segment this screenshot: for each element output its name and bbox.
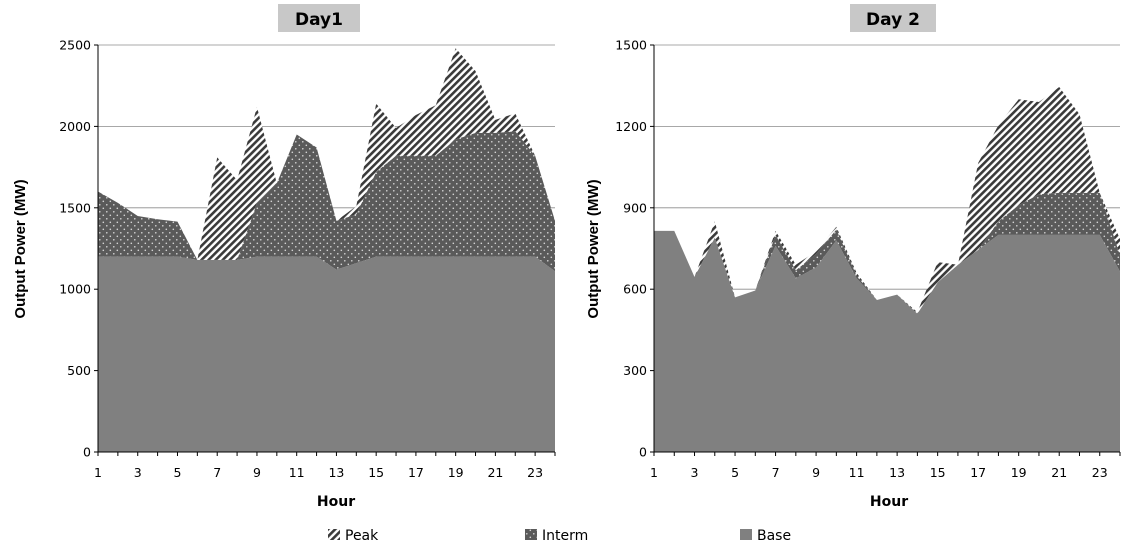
day2-x-tick-label: 9: [812, 465, 820, 480]
day1-x-tick-label: 11: [289, 465, 305, 480]
day1-area-peak: [98, 48, 555, 260]
day2-x-tick-label: 15: [930, 465, 946, 480]
day2-y-tick-label: 1500: [615, 38, 647, 53]
legend-label-base: Base: [757, 528, 791, 544]
day1-x-tick-label: 21: [487, 465, 503, 480]
day2-x-tick-label: 19: [1011, 465, 1027, 480]
day1-x-tick-label: 9: [253, 465, 261, 480]
day1-y-tick-label: 2500: [59, 38, 91, 53]
day1-x-axis-label: Hour: [317, 494, 355, 510]
day1-x-tick-label: 17: [408, 465, 424, 480]
day1-x-ticks: 1 3 5 7 9 11 13 15 17 19 21 23: [94, 452, 556, 480]
legend: Peak Interm Base: [328, 528, 791, 544]
legend-swatch-interm: [525, 529, 537, 540]
day1-y-tick-label: 2000: [59, 119, 91, 134]
day2-x-tick-label: 13: [889, 465, 905, 480]
day2-area-peak: [654, 87, 1120, 314]
day1-x-tick-label: 1: [94, 465, 102, 480]
day1-title-box: [278, 4, 360, 32]
day2-x-tick-label: 3: [691, 465, 699, 480]
day2-y-tick-label: 900: [623, 200, 647, 215]
day2-y-ticks: 0 300 600 900 1200 1500: [615, 38, 654, 460]
day2-x-ticks: 1 3 5 7 9 11 13 15 17 19 21 23: [650, 452, 1121, 480]
day1-x-tick-label: 3: [134, 465, 142, 480]
day2-x-tick-label: 23: [1092, 465, 1108, 480]
day1-x-tick-label: 15: [368, 465, 384, 480]
day2-title-box: [850, 4, 936, 32]
day2-x-tick-label: 11: [849, 465, 865, 480]
day1-y-tick-label: 1000: [59, 282, 91, 297]
day1-x-tick-label: 5: [174, 465, 182, 480]
day1-x-tick-label: 7: [213, 465, 221, 480]
day1-areas: [98, 48, 555, 452]
day2-x-tick-label: 21: [1051, 465, 1067, 480]
day2-areas: [654, 87, 1120, 452]
legend-label-interm: Interm: [542, 528, 588, 544]
day2-x-axis-label: Hour: [870, 494, 908, 510]
day1-area-interm: [98, 131, 555, 272]
day2-y-tick-label: 0: [639, 445, 647, 460]
day1-y-tick-label: 0: [83, 445, 91, 460]
day1-y-tick-label: 500: [67, 363, 91, 378]
day1-y-axis-label: Output Power (MW): [12, 179, 29, 318]
legend-swatch-peak: [328, 529, 340, 540]
day1-x-tick-label: 23: [527, 465, 543, 480]
day1-x-tick-label: 13: [328, 465, 344, 480]
legend-label-peak: Peak: [345, 528, 379, 544]
day2-area-interm: [654, 192, 1120, 314]
day1-x-tick-label: 19: [448, 465, 464, 480]
day2-title: Day 2: [866, 10, 920, 30]
day2-area-base: [654, 230, 1120, 452]
day2-x-tick-label: 17: [970, 465, 986, 480]
day2-x-tick-label: 1: [650, 465, 658, 480]
day2-y-tick-label: 300: [623, 363, 647, 378]
day2-y-tick-label: 600: [623, 282, 647, 297]
day2-y-axis-label: Output Power (MW): [585, 179, 602, 318]
day2-x-tick-label: 5: [731, 465, 739, 480]
legend-swatch-base: [740, 529, 752, 540]
day2-x-tick-label: 7: [772, 465, 780, 480]
day1-title: Day1: [295, 10, 343, 30]
day2-y-tick-label: 1200: [615, 119, 647, 134]
day1-y-tick-label: 1500: [59, 200, 91, 215]
day1-area-base: [98, 256, 555, 452]
day1-y-ticks: 0 500 1000 1500 2000 2500: [59, 38, 98, 460]
